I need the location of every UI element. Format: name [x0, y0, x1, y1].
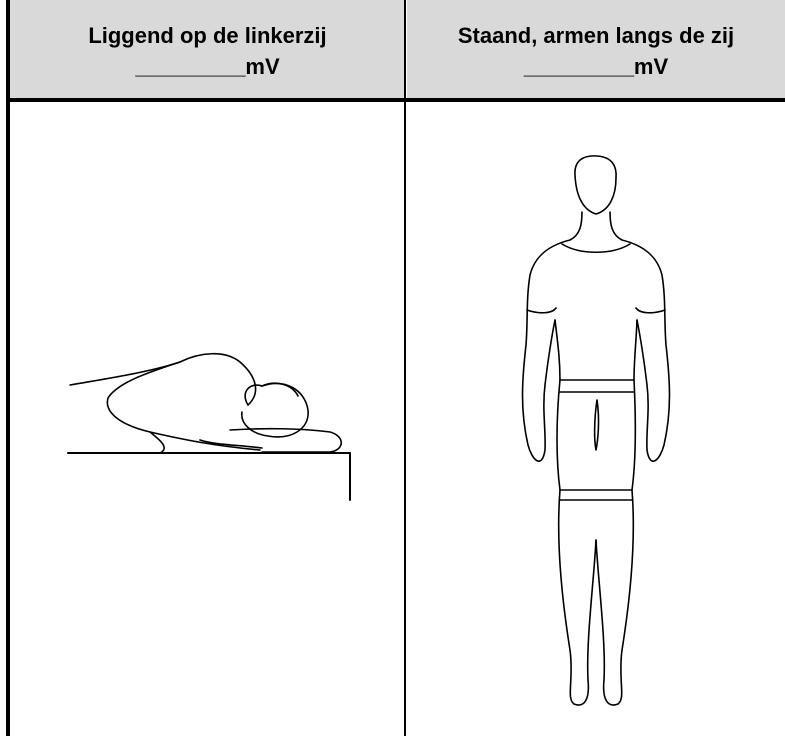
lying-figure	[67, 352, 351, 501]
left-border	[6, 0, 10, 736]
header-blank: _________mV	[523, 54, 669, 79]
header-cell: Staand, armen langs de zij _________mV	[407, 0, 785, 98]
standing-figure	[521, 155, 671, 706]
header-cell: Liggend op de linkerzij _________mV	[10, 0, 405, 98]
header-border	[6, 98, 785, 102]
header-title: Liggend op de linkerzij	[88, 23, 327, 48]
header-title: Staand, armen langs de zij	[457, 23, 735, 48]
column-divider	[404, 0, 406, 736]
header-blank: _________mV	[135, 54, 280, 79]
